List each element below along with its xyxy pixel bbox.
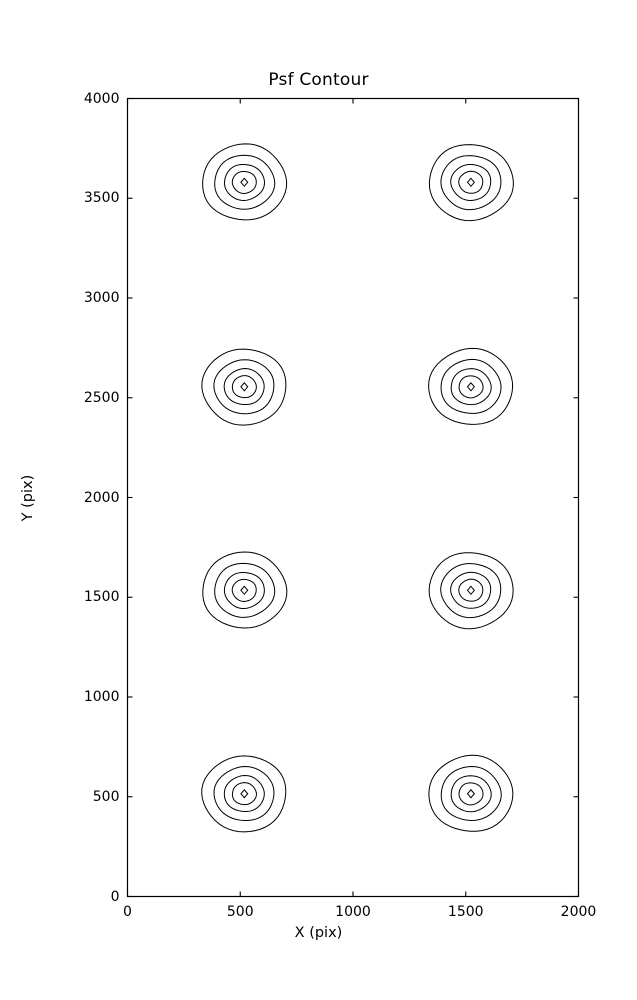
y-tick-label: 1500 bbox=[83, 589, 120, 606]
psf-contour-core bbox=[466, 788, 475, 799]
psf-contour-ring bbox=[458, 170, 484, 194]
psf-contour-ring bbox=[223, 572, 265, 610]
psf-contour-ring bbox=[440, 155, 502, 211]
psf-contour-ring bbox=[202, 551, 288, 629]
psf-contour-ring bbox=[223, 774, 265, 813]
x-axis-label: X (pix) bbox=[294, 925, 343, 941]
psf-contour-ring bbox=[214, 154, 276, 210]
y-tick-label: 2000 bbox=[83, 489, 120, 506]
psf-contour-ring bbox=[458, 375, 484, 399]
psf-contour-ring bbox=[440, 358, 502, 414]
psf-contour-ring bbox=[223, 368, 265, 406]
psf-contour-ring bbox=[201, 755, 287, 833]
psf-contour-ring bbox=[450, 163, 492, 201]
psf-contour-core bbox=[240, 382, 249, 392]
psf-contour-group bbox=[202, 551, 288, 629]
y-tick-label: 2500 bbox=[83, 389, 120, 406]
psf-contour-ring bbox=[450, 775, 492, 813]
psf-contour-ring bbox=[202, 143, 288, 221]
y-tick-label: 0 bbox=[110, 888, 120, 905]
psf-contour-ring bbox=[214, 562, 276, 618]
psf-contour-ring bbox=[201, 348, 287, 426]
x-tick-label: 0 bbox=[123, 903, 132, 920]
y-tick-label: 1000 bbox=[83, 689, 120, 705]
y-tick-label: 4000 bbox=[83, 90, 120, 107]
psf-contour-ring bbox=[231, 578, 257, 602]
psf-contour-ring bbox=[428, 347, 514, 425]
y-tick-label: 500 bbox=[92, 788, 120, 805]
psf-contour-ring bbox=[458, 578, 484, 602]
psf-contour-core bbox=[240, 585, 249, 596]
psf-contour-core bbox=[240, 788, 249, 799]
psf-contour-core bbox=[240, 177, 249, 188]
x-tick-label: 1000 bbox=[335, 903, 371, 920]
x-tick-label: 2000 bbox=[560, 903, 597, 920]
psf-contour-group bbox=[428, 552, 514, 630]
psf-contour-group bbox=[428, 347, 514, 425]
psf-contour-ring bbox=[231, 782, 257, 806]
psf-contour-ring bbox=[428, 144, 514, 222]
psf-contour-ring bbox=[458, 782, 484, 806]
psf-contour-ring bbox=[213, 359, 275, 415]
psf-contour-ring bbox=[428, 754, 514, 832]
psf-contour-ring bbox=[213, 766, 275, 822]
chart-title: Psf Contour bbox=[268, 70, 369, 90]
y-tick-label: 3500 bbox=[83, 190, 120, 207]
psf-contour-ring bbox=[428, 552, 514, 630]
psf-contour-ring bbox=[231, 170, 257, 194]
psf-contour-group bbox=[201, 348, 287, 426]
x-tick-label: 500 bbox=[226, 903, 254, 920]
psf-contour-ring bbox=[440, 563, 502, 619]
psf-contour-ring bbox=[224, 163, 266, 201]
contour-series bbox=[201, 143, 514, 833]
y-axis-label: Y (pix) bbox=[20, 474, 36, 522]
psf-contour-group bbox=[428, 754, 514, 832]
axes-frame bbox=[126, 97, 580, 898]
axis-ticks bbox=[126, 97, 580, 898]
psf-contour-core bbox=[466, 382, 475, 392]
plot-frame bbox=[126, 97, 580, 898]
y-tick-label: 3000 bbox=[83, 290, 120, 306]
psf-contour-ring bbox=[440, 765, 502, 821]
psf-contour-core bbox=[466, 177, 475, 188]
psf-contour-ring bbox=[231, 375, 257, 399]
x-tick-label: 1500 bbox=[447, 903, 484, 920]
psf-contour-ring bbox=[450, 368, 492, 406]
psf-contour-core bbox=[466, 585, 475, 596]
psf-contour-group bbox=[202, 143, 288, 221]
psf-contour-ring bbox=[450, 571, 492, 609]
psf-contour-group bbox=[201, 755, 287, 833]
psf-contour-group bbox=[428, 144, 514, 222]
